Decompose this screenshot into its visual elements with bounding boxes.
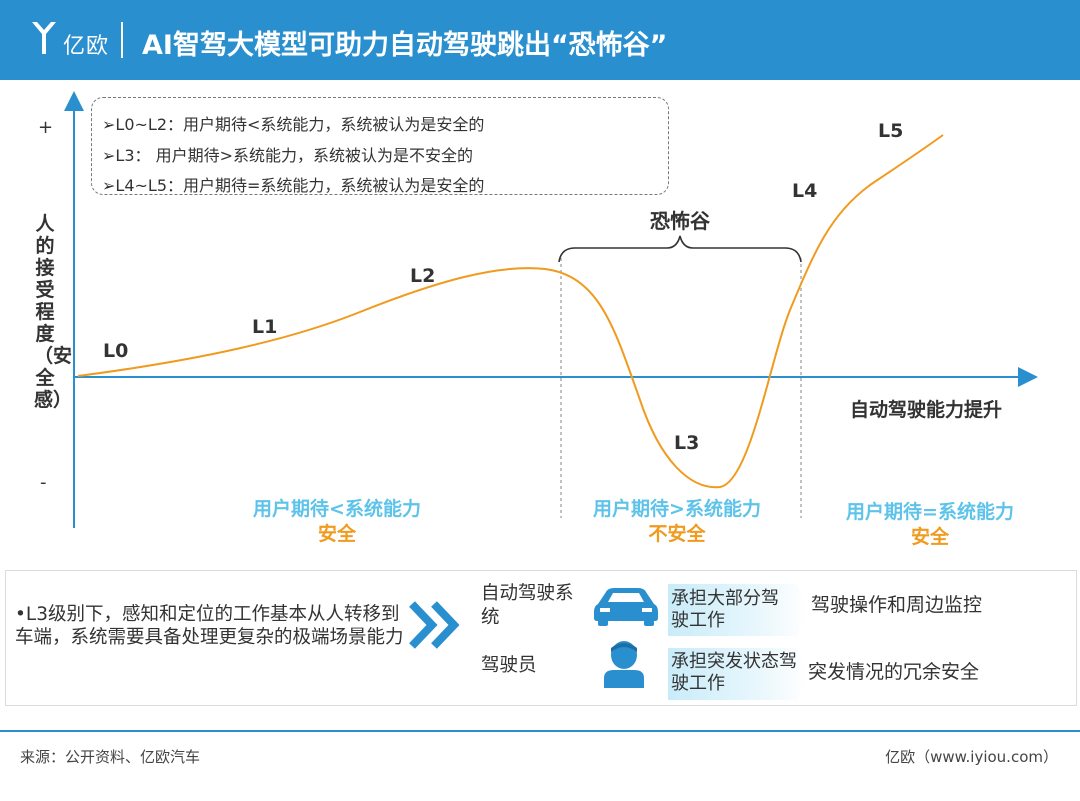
footer-divider [0, 730, 1080, 732]
l3-bullet-text: •L3级别下，感知和定位的工作基本从人转移到车端，系统需要具备处理更复杂的极端场… [15, 604, 404, 648]
notes-box [91, 97, 669, 195]
acceptance-curve [77, 134, 944, 489]
role-driver: 驾驶员 [481, 655, 537, 676]
y-axis-label: 人的接受程度（安全感） [34, 213, 73, 411]
uncanny-valley-label: 恐怖谷 [650, 209, 710, 233]
autopilot-duty: 驾驶操作和周边监控 [811, 594, 983, 616]
note-l4-l5: ➢L4~L5：用户期待=系统能力，系统被认为是安全的 [102, 176, 485, 195]
level-l2: L2 [410, 265, 436, 287]
level-l5: L5 [878, 120, 904, 142]
bottom-panel [5, 570, 1077, 706]
uncanny-valley-bracket [558, 235, 802, 263]
logo-text: 亿欧 [63, 34, 110, 59]
note-l3: ➢L3： 用户期待>系统能力，系统被认为是不安全的 [102, 146, 473, 165]
level-l1: L1 [252, 316, 278, 338]
double-chevron-icon [409, 601, 460, 649]
y-axis-plus: + [38, 117, 54, 138]
y-axis-minus: - [40, 472, 47, 493]
zone-1-safety: 安全 [317, 523, 356, 545]
yiou-logo-icon [32, 22, 56, 54]
note-l0-l2: ➢L0~L2：用户期待<系统能力，系统被认为是安全的 [102, 115, 485, 134]
zone-3-safety: 安全 [910, 526, 949, 548]
zone-2-safety: 不安全 [648, 523, 706, 545]
page-title: AI智驾大模型可助力自动驾驶跳出“恐怖谷” [142, 30, 668, 61]
zone-2-expectation: 用户期待>系统能力 [593, 498, 761, 520]
site-credit: 亿欧（www.iyiou.com） [885, 748, 1058, 766]
x-axis-label: 自动驾驶能力提升 [850, 399, 1003, 421]
autopilot-band-text: 承担大部分驾驶工作 [671, 588, 779, 631]
level-l4: L4 [792, 180, 818, 202]
driver-icon [604, 641, 644, 688]
level-l3: L3 [674, 432, 700, 454]
level-l0: L0 [103, 340, 129, 362]
header-divider [121, 22, 123, 58]
car-icon [594, 588, 658, 626]
zone-3-expectation: 用户期待=系统能力 [846, 501, 1014, 523]
autopilot-duty-band [668, 584, 808, 636]
driver-band-text: 承担突发状态驾驶工作 [671, 651, 797, 694]
driver-duty: 突发情况的冗余安全 [808, 661, 980, 683]
driver-duty-band [668, 648, 808, 700]
header-bar: 亿欧 AI智驾大模型可助力自动驾驶跳出“恐怖谷” [0, 0, 1080, 80]
role-autopilot: 自动驾驶系统 [481, 583, 574, 628]
source-note: 来源：公开资料、亿欧汽车 [20, 748, 201, 766]
zone-1-expectation: 用户期待<系统能力 [253, 498, 421, 520]
